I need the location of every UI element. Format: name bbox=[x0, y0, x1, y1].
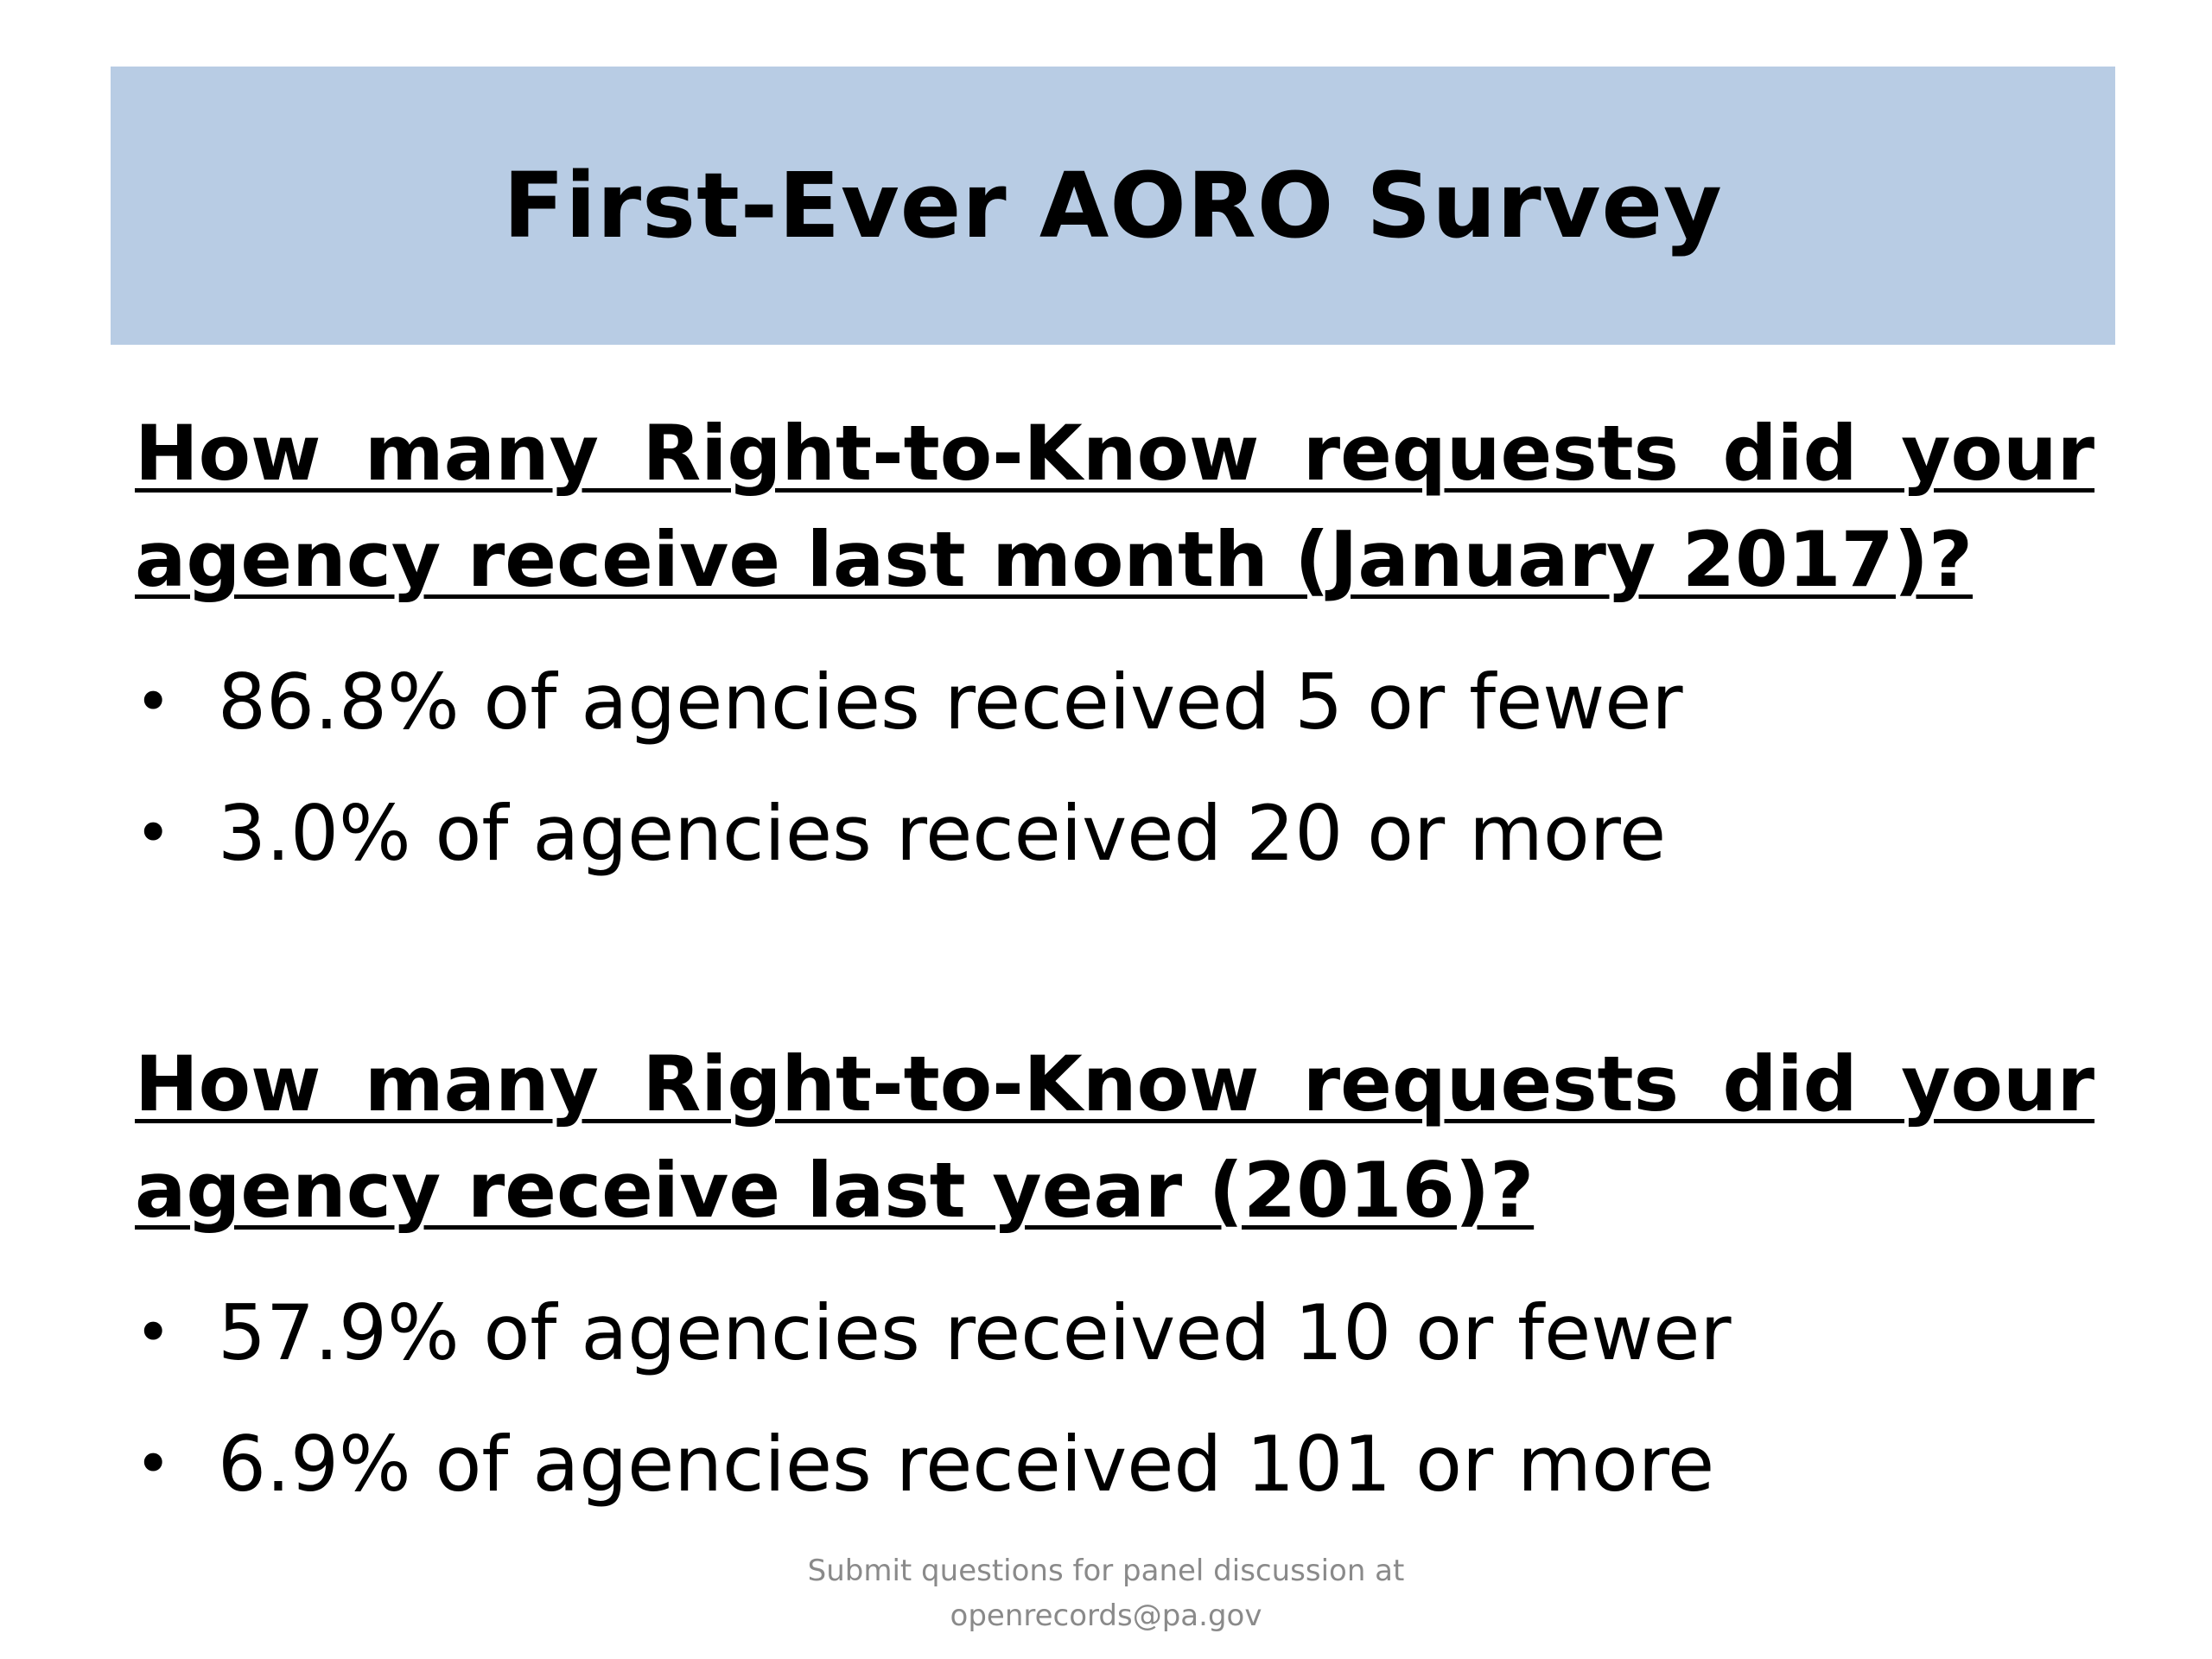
bullet-list-year-2016: • 57.9% of agencies received 10 or fewer… bbox=[135, 1267, 2094, 1529]
question-january-2017: How many Right-to-Know requests did your… bbox=[135, 409, 2094, 604]
bullet-text: 6.9% of agencies received 101 or more bbox=[218, 1419, 1715, 1509]
bullet-text: 3.0% of agencies received 20 or more bbox=[218, 788, 1667, 878]
footer-note: Submit questions for panel discussion at… bbox=[674, 1548, 1538, 1638]
slide-title: First-Ever AORO Survey bbox=[503, 153, 1723, 258]
bullet-icon: • bbox=[135, 1296, 172, 1369]
list-item: • 3.0% of agencies received 20 or more bbox=[135, 767, 2094, 899]
footer-line-1: Submit questions for panel discussion at bbox=[807, 1554, 1405, 1588]
bullet-text: 57.9% of agencies received 10 or fewer bbox=[218, 1287, 1732, 1377]
bullet-icon: • bbox=[135, 665, 172, 738]
bullet-icon: • bbox=[135, 1427, 172, 1500]
list-item: • 6.9% of agencies received 101 or more bbox=[135, 1398, 2094, 1529]
title-bar: First-Ever AORO Survey bbox=[111, 67, 2115, 345]
bullet-text: 86.8% of agencies received 5 or fewer bbox=[218, 657, 1683, 747]
footer-email: openrecords@pa.gov bbox=[950, 1599, 1262, 1633]
question-year-2016: How many Right-to-Know requests did your… bbox=[135, 1039, 2094, 1235]
bullet-list-january-2017: • 86.8% of agencies received 5 or fewer … bbox=[135, 636, 2094, 899]
list-item: • 57.9% of agencies received 10 or fewer bbox=[135, 1267, 2094, 1398]
list-item: • 86.8% of agencies received 5 or fewer bbox=[135, 636, 2094, 767]
bullet-icon: • bbox=[135, 797, 172, 869]
